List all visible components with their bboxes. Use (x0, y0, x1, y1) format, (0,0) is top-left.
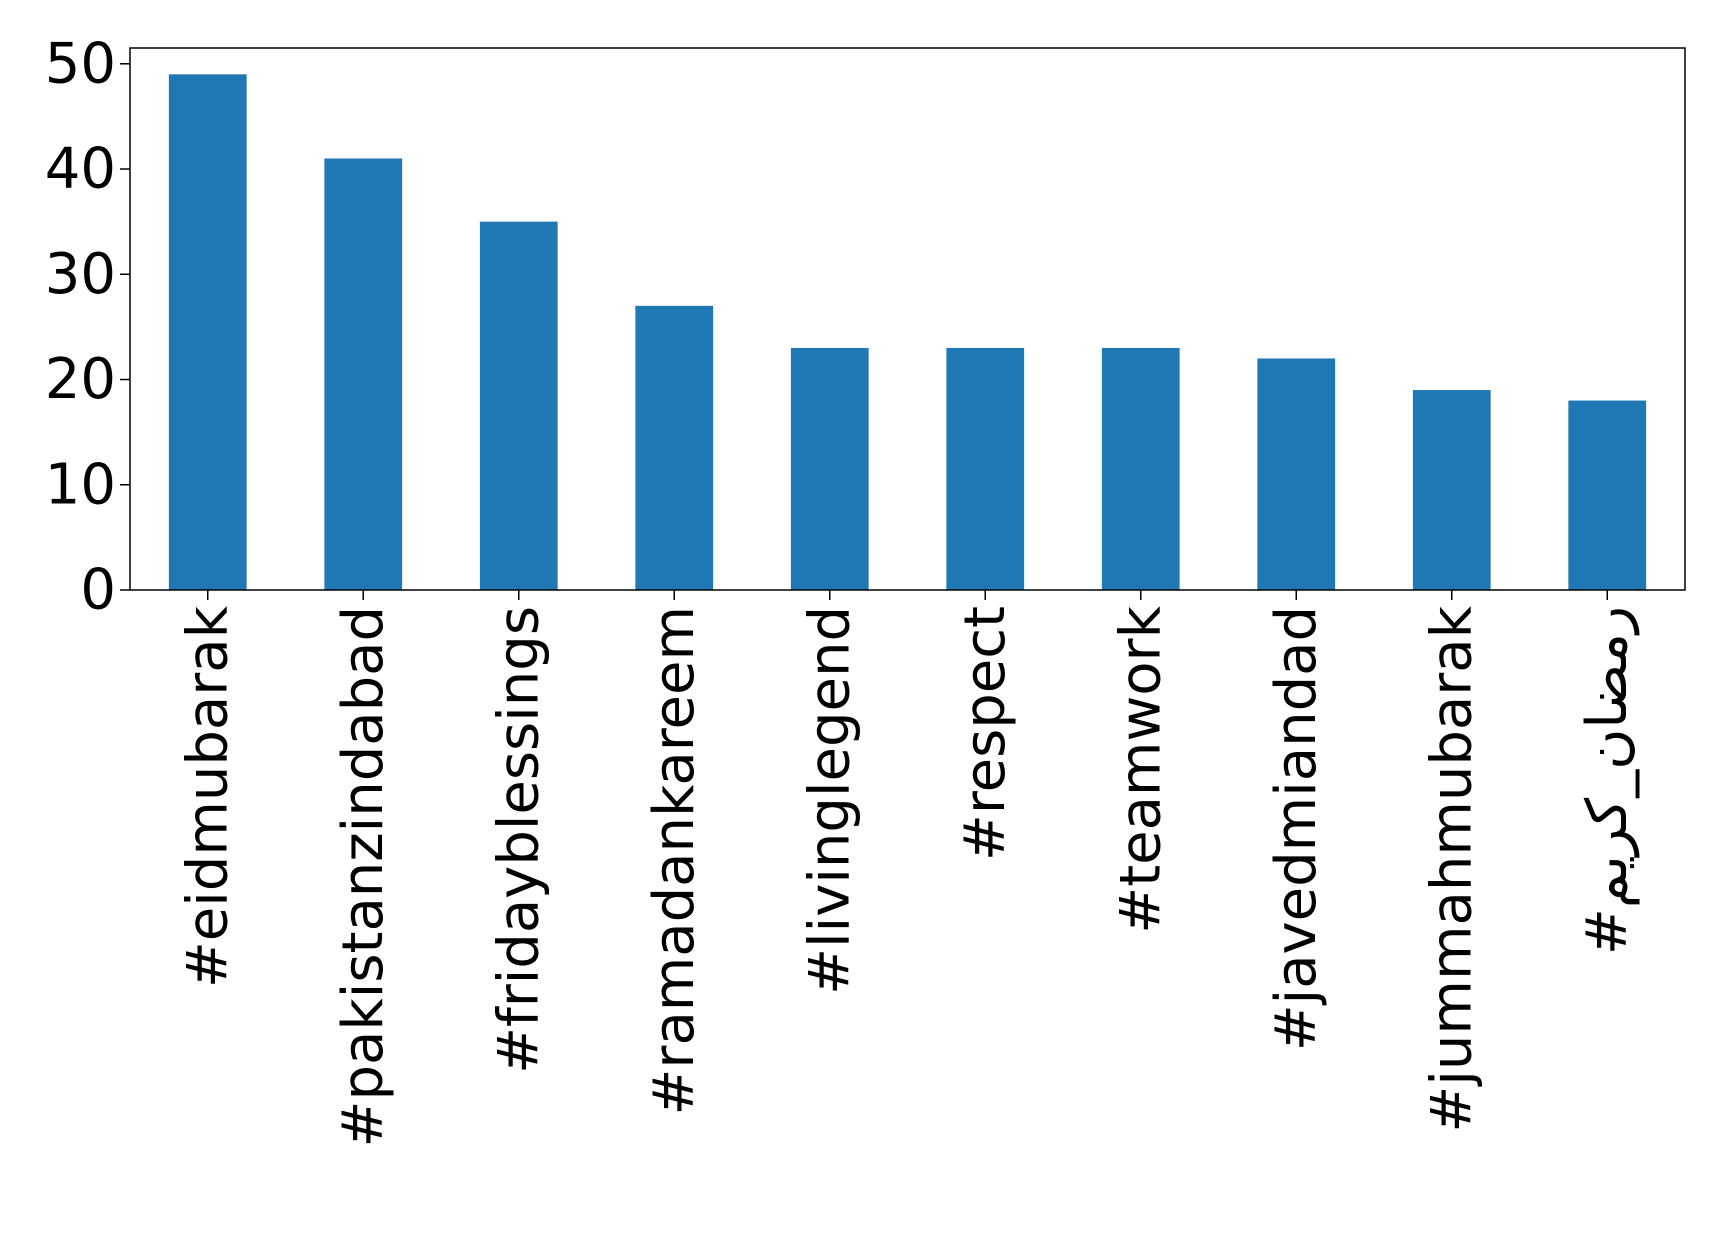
bar-1 (324, 158, 403, 590)
x-tick-label-5: #respect (953, 606, 1018, 861)
x-tick-label-9: #رمضان_کریم (1575, 606, 1640, 955)
plot-frame (129, 47, 1686, 591)
x-tick-label-0: #eidmubarak (175, 605, 240, 988)
x-tick-label-1: #pakistanzindabad (331, 606, 396, 1147)
y-tick-label-1: 10 (45, 452, 116, 517)
x-tick-label-6: #teamwork (1108, 605, 1173, 933)
y-tick-label-4: 40 (45, 137, 116, 202)
x-tick-label-3: #ramadankareem (642, 606, 707, 1116)
y-tick-label-2: 20 (45, 347, 116, 412)
bars-layer (168, 74, 1647, 590)
x-tick-label-8: #jummahmubarak (1419, 605, 1484, 1132)
bar-9 (1568, 400, 1647, 590)
x-tick-label-7: #javedmiandad (1264, 606, 1329, 1051)
y-axis: 0 10 20 30 40 50 (45, 31, 130, 623)
bar-5 (946, 347, 1025, 590)
x-tick-label-4: #livinglegend (797, 606, 862, 995)
bar-0 (168, 74, 247, 590)
bar-7 (1257, 358, 1336, 590)
y-tick-label-3: 30 (45, 242, 116, 307)
y-tick-label-5: 50 (45, 31, 116, 96)
bar-4 (790, 347, 869, 590)
bar-6 (1101, 347, 1180, 590)
bar-2 (479, 221, 558, 590)
bar-3 (635, 305, 714, 590)
x-axis: #eidmubarak #pakistanzindabad #fridaybless… (175, 590, 1640, 1147)
y-tick-label-0: 0 (80, 558, 116, 623)
x-tick-label-2: #fridayblessings (486, 606, 551, 1074)
bar-8 (1412, 390, 1491, 590)
